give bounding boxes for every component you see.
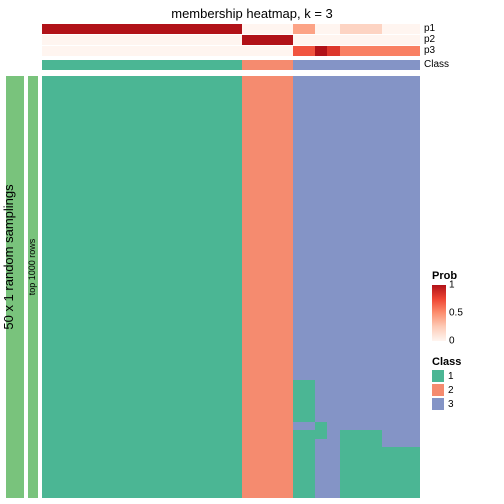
annot-cell xyxy=(382,46,420,56)
heat-column xyxy=(327,76,339,498)
heatmap-body xyxy=(42,76,420,498)
class-cell xyxy=(327,60,339,70)
annot-cell xyxy=(382,35,420,45)
class-cell xyxy=(382,60,420,70)
annot-cell xyxy=(327,46,339,56)
class-legend-label: 2 xyxy=(448,385,454,396)
annot-cell xyxy=(42,24,242,34)
annot-cell xyxy=(242,46,293,56)
annot-cell xyxy=(315,24,327,34)
annot-cell xyxy=(293,24,315,34)
heat-column xyxy=(340,76,382,498)
heat-cell xyxy=(242,76,293,498)
annot-cell xyxy=(382,24,420,34)
sampling-label: 50 x 1 random samplings xyxy=(1,147,16,367)
heat-column xyxy=(242,76,293,498)
annot-cell xyxy=(315,46,327,56)
annot-cell xyxy=(293,35,315,45)
annot-cell xyxy=(327,24,339,34)
class-swatch xyxy=(432,370,444,382)
annot-cell xyxy=(293,46,315,56)
heat-column xyxy=(382,76,420,498)
heat-cell xyxy=(293,380,315,422)
class-legend-item: 2 xyxy=(432,384,461,396)
annot-row-label: p3 xyxy=(424,45,464,56)
heat-cell xyxy=(382,447,420,498)
heat-cell xyxy=(293,422,315,430)
class-cell xyxy=(293,60,315,70)
annot-cell xyxy=(315,35,327,45)
class-legend-label: 1 xyxy=(448,371,454,382)
heat-cell xyxy=(293,430,315,498)
heat-cell xyxy=(315,422,327,439)
prob-gradient: 10.50 xyxy=(432,285,446,341)
annot-cell xyxy=(242,24,293,34)
class-cell xyxy=(42,60,242,70)
annot-cell xyxy=(340,46,382,56)
prob-legend: Prob10.50 xyxy=(432,270,457,341)
annot-row-label: p1 xyxy=(424,23,464,34)
annot-row-p2 xyxy=(42,35,420,45)
heat-cell xyxy=(315,439,327,498)
annot-cell xyxy=(327,35,339,45)
chart-title: membership heatmap, k = 3 xyxy=(0,6,504,21)
class-cell xyxy=(315,60,327,70)
rows-label: top 1000 rows xyxy=(27,207,37,327)
annot-row-p3 xyxy=(42,46,420,56)
heat-cell xyxy=(340,76,382,430)
annot-row-label: p2 xyxy=(424,34,464,45)
annot-cell xyxy=(340,24,382,34)
heat-column xyxy=(42,76,242,498)
class-row-label: Class xyxy=(424,59,464,70)
class-legend-title: Class xyxy=(432,356,461,368)
heat-column xyxy=(293,76,315,498)
annot-cell xyxy=(42,46,242,56)
class-legend: Class 1 2 3 xyxy=(432,356,461,410)
annot-cell xyxy=(42,35,242,45)
heat-cell xyxy=(382,76,420,447)
prob-tick: 0.5 xyxy=(446,308,463,319)
annot-cell xyxy=(242,35,293,45)
class-legend-item: 3 xyxy=(432,398,461,410)
class-annotation-row xyxy=(42,60,420,70)
heat-cell xyxy=(340,430,382,498)
annot-cell xyxy=(340,35,382,45)
prob-tick: 1 xyxy=(446,280,455,291)
class-cell xyxy=(340,60,382,70)
prob-tick: 0 xyxy=(446,336,455,347)
class-swatch xyxy=(432,384,444,396)
heat-column xyxy=(315,76,327,498)
heat-cell xyxy=(293,76,315,380)
class-legend-label: 3 xyxy=(448,399,454,410)
heat-cell xyxy=(327,76,339,498)
annot-row-p1 xyxy=(42,24,420,34)
heat-cell xyxy=(42,76,242,498)
class-legend-item: 1 xyxy=(432,370,461,382)
class-swatch xyxy=(432,398,444,410)
heat-cell xyxy=(315,76,327,422)
class-cell xyxy=(242,60,293,70)
